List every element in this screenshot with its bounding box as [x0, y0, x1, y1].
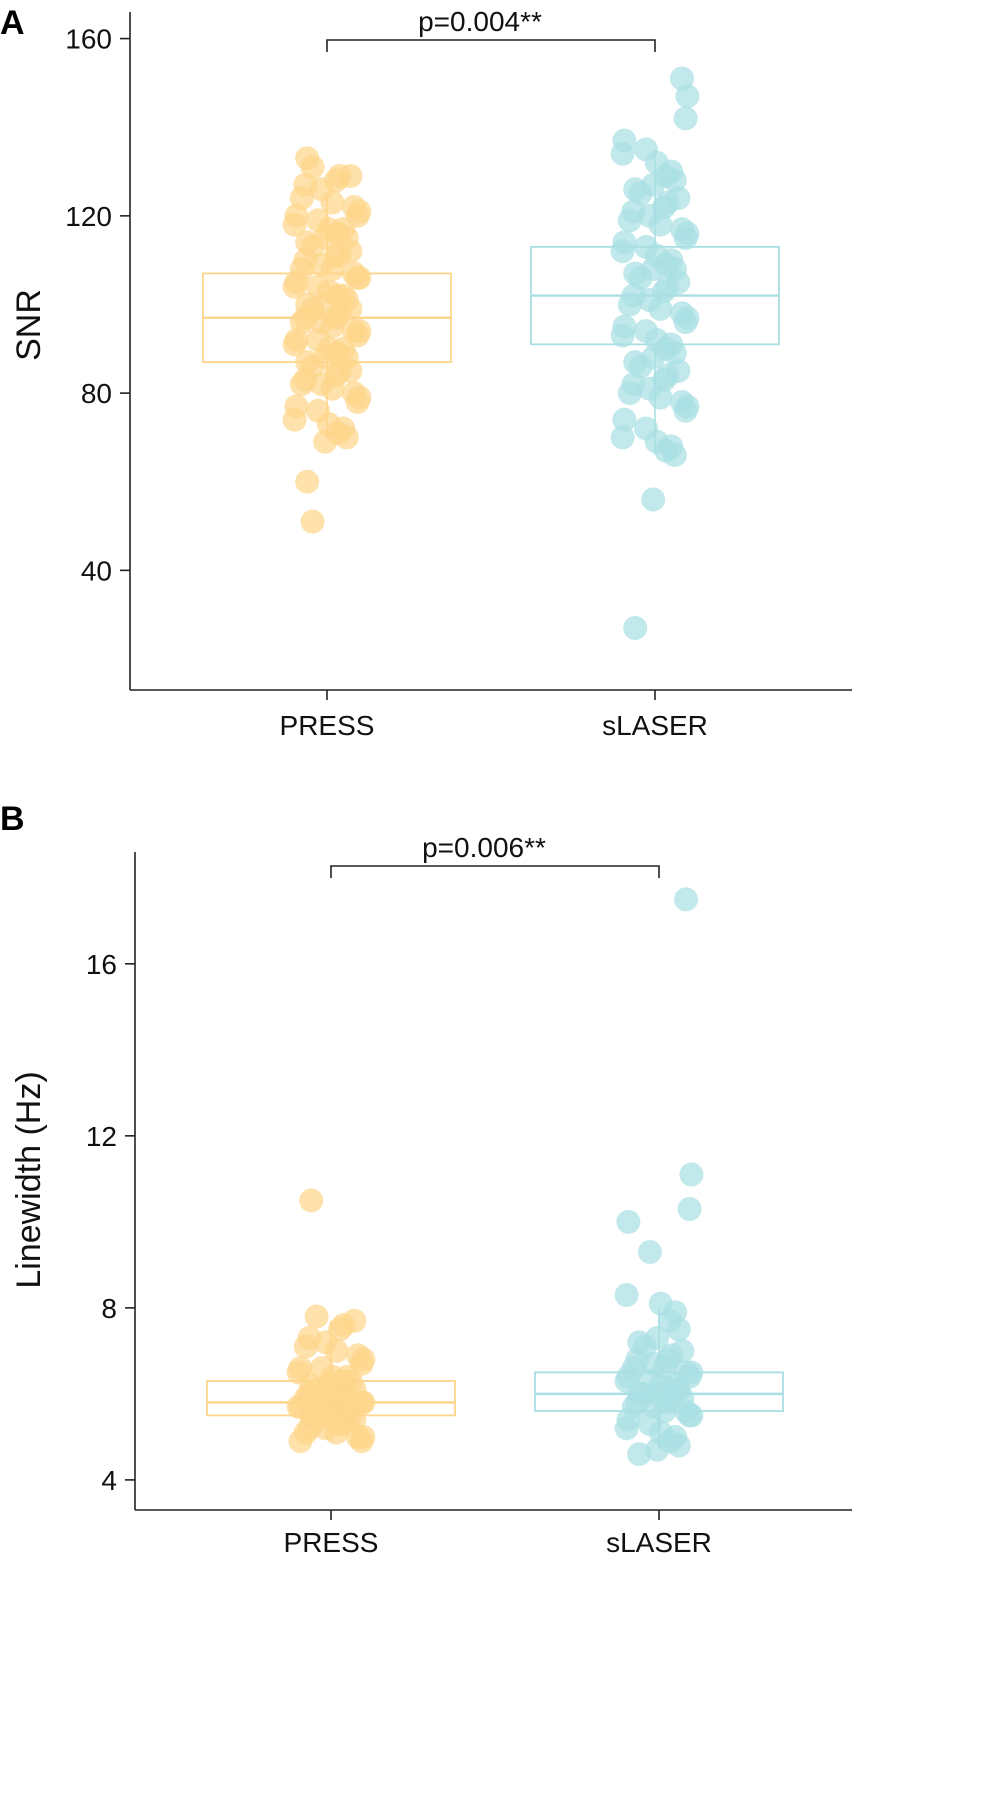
data-point	[282, 212, 307, 237]
data-point	[673, 310, 698, 335]
data-point	[610, 239, 635, 264]
data-point	[320, 190, 345, 215]
data-point	[304, 1304, 329, 1329]
data-point	[679, 1162, 704, 1187]
data-point	[288, 1429, 313, 1454]
data-point	[673, 398, 698, 423]
data-point	[324, 1338, 349, 1363]
panel-a-points	[282, 66, 700, 640]
panel-b-p-value: p=0.006**	[422, 832, 546, 863]
data-point	[666, 1433, 691, 1458]
data-point	[295, 469, 320, 494]
data-point	[299, 1188, 324, 1213]
data-point	[645, 1437, 670, 1462]
data-point	[345, 265, 370, 290]
y-tick-label: 80	[81, 378, 112, 409]
x-tick-label: sLASER	[602, 710, 708, 741]
panel-a-p-value: p=0.004**	[418, 6, 542, 37]
significance-bracket	[326, 39, 656, 52]
panel-a-y-axis-title: SNR	[10, 289, 48, 361]
x-tick-label: PRESS	[280, 710, 375, 741]
data-point	[617, 381, 642, 406]
data-point	[300, 509, 325, 534]
data-point	[293, 1334, 318, 1359]
data-point	[349, 1429, 374, 1454]
data-point	[610, 323, 635, 348]
y-tick-label: 120	[65, 201, 112, 232]
data-point	[673, 226, 698, 250]
data-point	[675, 84, 700, 109]
panel-b-points	[286, 887, 704, 1467]
data-point	[638, 1240, 662, 1264]
data-point	[345, 390, 370, 414]
data-point	[610, 141, 635, 166]
panel-b-axes: 4 8 12 16 PRESS sLASER	[86, 852, 852, 1558]
x-tick-label: sLASER	[606, 1527, 712, 1558]
panel-b-y-axis-title: Linewidth (Hz)	[10, 1071, 48, 1288]
data-point	[673, 106, 698, 131]
data-point	[648, 212, 673, 237]
data-point	[282, 332, 307, 357]
panel-a: A SNR p=0.004** 40 80 120 160 PRESS sLASER	[0, 4, 852, 741]
data-point	[662, 443, 687, 468]
y-tick-label: 40	[81, 555, 112, 586]
data-point	[282, 274, 307, 299]
panel-a-label: A	[0, 4, 25, 42]
data-point	[674, 887, 698, 912]
data-point	[627, 1442, 652, 1467]
data-point	[614, 1416, 639, 1441]
data-point	[616, 1209, 641, 1234]
data-point	[282, 407, 307, 432]
data-point	[617, 292, 642, 317]
data-point	[614, 1283, 639, 1307]
data-point	[617, 208, 642, 233]
data-point	[677, 1403, 702, 1428]
y-tick-label: 16	[86, 949, 117, 980]
data-point	[324, 1420, 349, 1445]
data-point	[648, 296, 673, 321]
data-point	[612, 407, 637, 432]
y-tick-label: 8	[101, 1293, 117, 1324]
x-tick-label: PRESS	[284, 1527, 379, 1558]
panel-a-axes: 40 80 120 160 PRESS sLASER	[65, 12, 852, 741]
panel-b-label: B	[0, 800, 25, 838]
y-tick-label: 160	[65, 24, 112, 55]
data-point	[677, 1197, 702, 1221]
data-point	[334, 425, 359, 450]
data-point	[641, 487, 666, 512]
y-tick-label: 12	[86, 1121, 117, 1152]
data-point	[666, 1317, 691, 1342]
data-point	[610, 425, 635, 450]
significance-bracket	[330, 865, 660, 878]
data-point	[313, 429, 338, 454]
y-tick-label: 4	[101, 1465, 117, 1496]
panel-b: B Linewidth (Hz) p=0.006** 4 8 12 16 PRESS sL…	[0, 800, 852, 1558]
data-point	[320, 257, 345, 281]
data-point	[623, 616, 648, 640]
data-point	[320, 376, 345, 401]
data-point	[289, 372, 314, 397]
data-point	[648, 385, 673, 410]
